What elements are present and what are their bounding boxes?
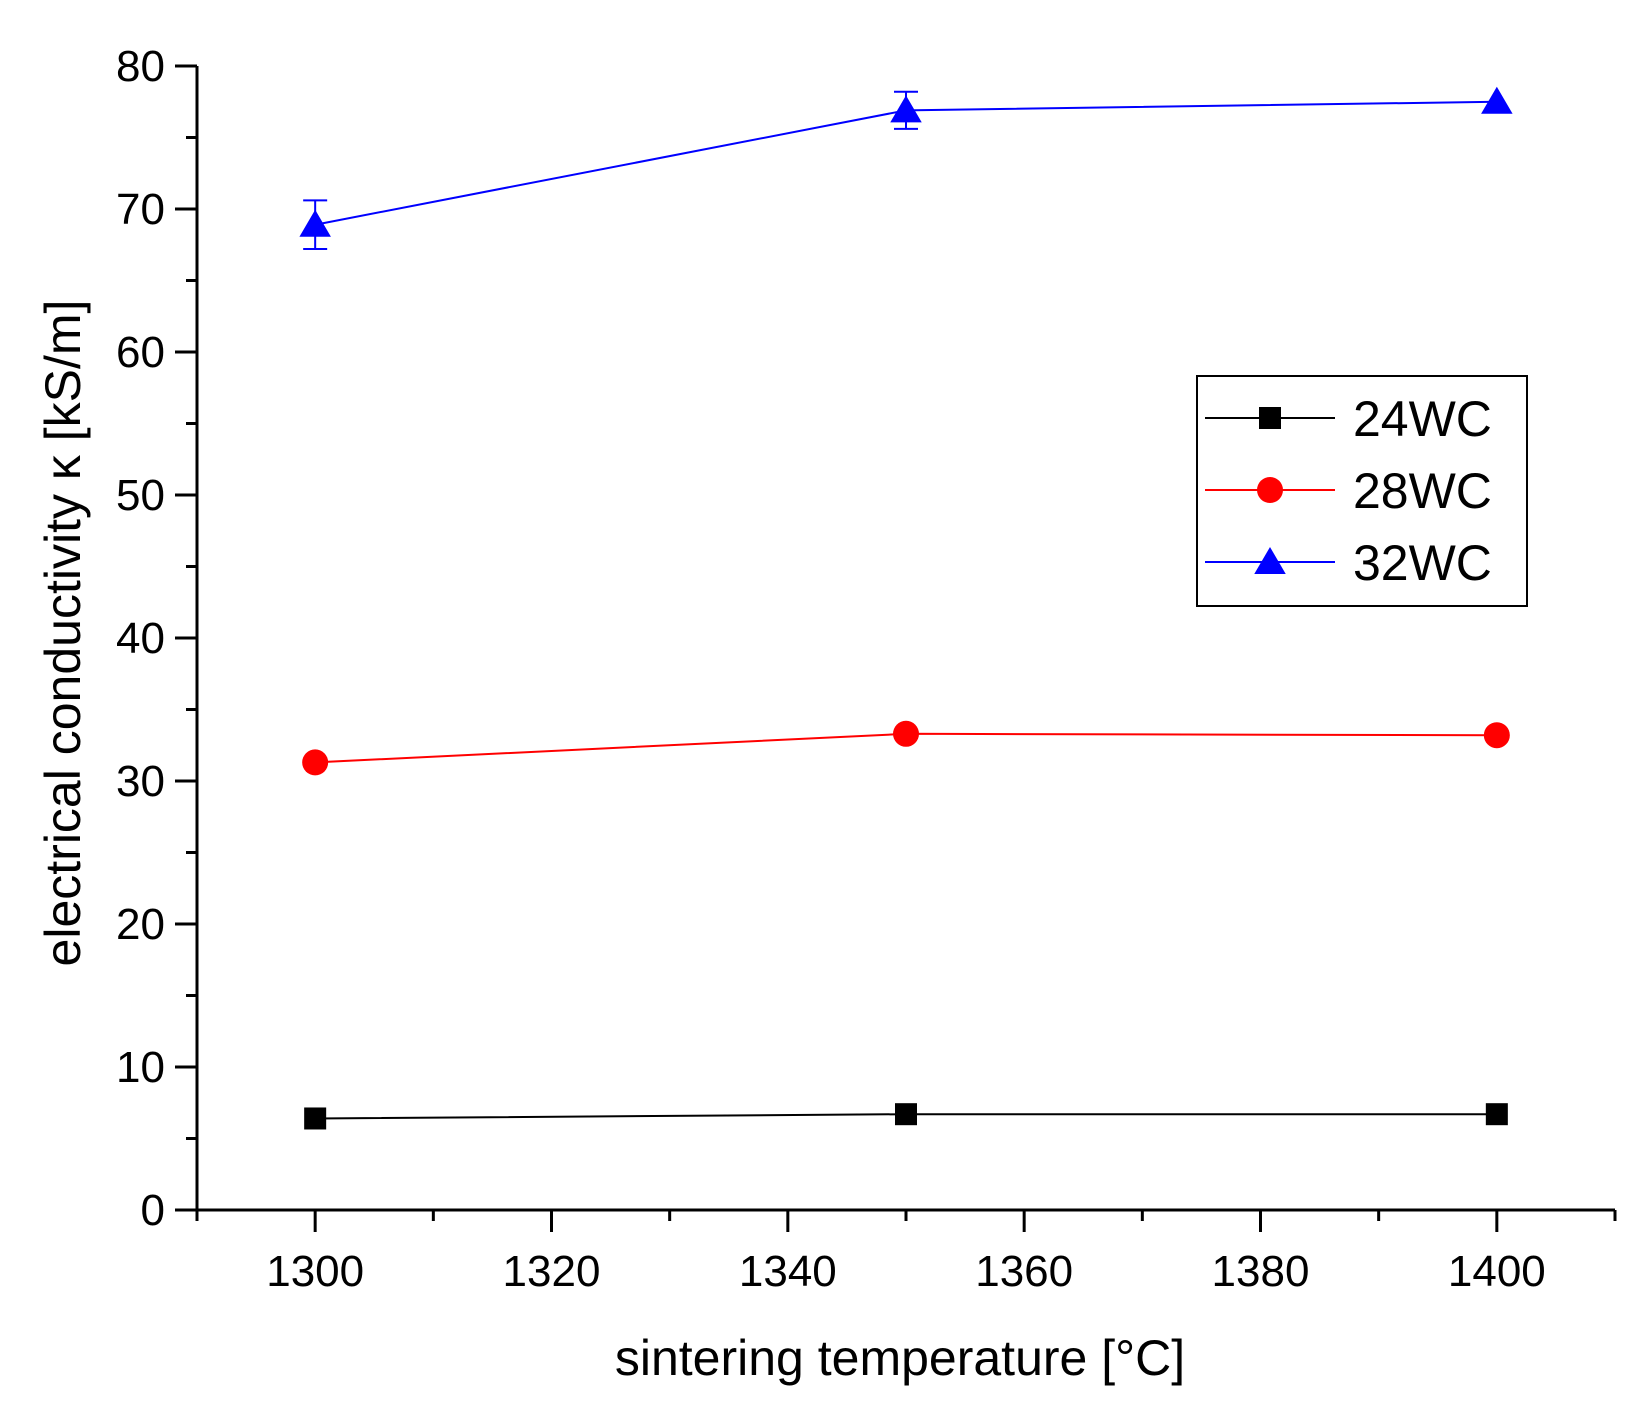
series-layer	[299, 86, 1513, 1130]
legend-marker	[1254, 547, 1286, 574]
series-32WC	[299, 86, 1513, 251]
y-tick-label: 70	[116, 185, 165, 234]
x-tick-label: 1380	[1212, 1247, 1310, 1296]
data-point	[1481, 86, 1513, 114]
legend-label: 24WC	[1353, 391, 1492, 447]
legend-item: 32WC	[1205, 535, 1492, 591]
x-tick-label: 1300	[266, 1247, 364, 1296]
y-tick-label: 80	[116, 42, 165, 91]
data-point	[299, 209, 331, 237]
series-28WC	[302, 720, 1510, 776]
x-tick-label: 1360	[975, 1247, 1073, 1296]
legend: 24WC 28WC 32WC	[1196, 375, 1528, 607]
data-point	[890, 95, 922, 123]
x-tick-label: 1340	[739, 1247, 837, 1296]
legend-marker	[1257, 477, 1283, 503]
data-point	[1483, 722, 1510, 749]
y-tick-label: 50	[116, 471, 165, 520]
series-24WC	[304, 1103, 1508, 1130]
axes: 0 10 20 30 40 50 60 70 80 1300 1320 1340 1360 1380 140…	[116, 42, 1617, 1296]
y-tick-label: 40	[116, 614, 165, 663]
x-axis-title: sintering temperature [°C]	[615, 1330, 1185, 1386]
y-tick-label: 10	[116, 1043, 165, 1092]
x-tick-label: 1400	[1448, 1247, 1546, 1296]
x-tick-label: 1320	[503, 1247, 601, 1296]
y-tick-label: 30	[116, 757, 165, 806]
legend-item: 24WC	[1205, 391, 1492, 447]
legend-label: 32WC	[1353, 535, 1492, 591]
y-tick-label: 60	[116, 328, 165, 377]
legend-item: 28WC	[1205, 463, 1492, 519]
data-point	[1485, 1103, 1508, 1126]
legend-marker	[1259, 407, 1281, 429]
data-point	[302, 749, 329, 776]
y-tick-label: 20	[116, 900, 165, 949]
data-point	[893, 720, 919, 747]
y-axis-title: electrical conductivity κ [kS/m]	[35, 300, 91, 967]
data-point	[304, 1107, 327, 1130]
data-point	[895, 1103, 917, 1126]
legend-label: 28WC	[1353, 463, 1492, 519]
y-tick-label: 0	[141, 1186, 165, 1235]
